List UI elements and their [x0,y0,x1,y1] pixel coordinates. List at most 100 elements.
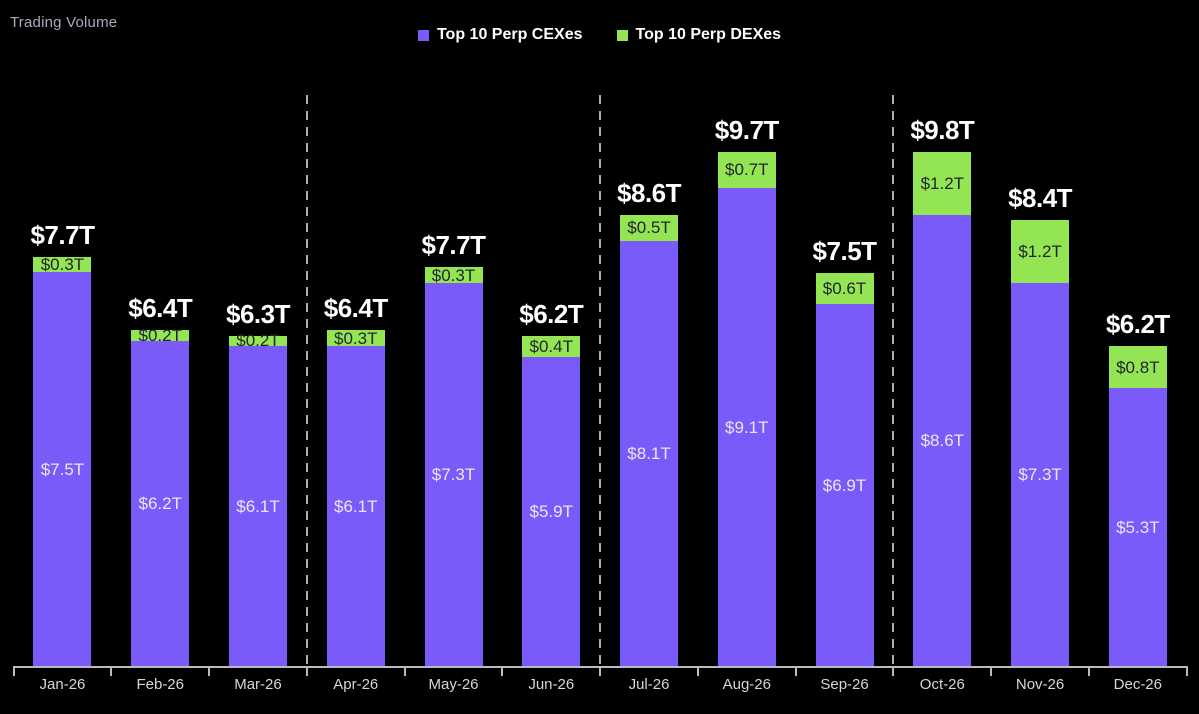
cex-value-label: $6.9T [822,476,867,496]
x-axis-label-jul-26: Jul-26 [628,676,670,693]
cex-value-label: $7.3T [431,465,476,485]
total-label-aug-26: $9.7T [714,114,780,145]
cex-segment-sep-26[interactable]: $6.9T [815,304,874,667]
cex-swatch-icon [417,29,429,41]
dex-value-label: $1.2T [920,173,965,193]
x-axis-tick [208,666,211,676]
x-axis-label-dec-26: Dec-26 [1113,676,1162,693]
total-label-oct-26: $9.8T [910,114,975,145]
x-axis-label-mar-26: Mar-26 [234,676,282,693]
x-axis-tick [892,666,895,676]
bar-group-aug-26: $0.7T $9.1T [717,151,776,667]
dex-segment-apr-26[interactable]: $0.3T [326,328,385,348]
bar-group-oct-26: $1.2T $8.6T [913,151,972,667]
dex-value-label: $0.3T [40,255,85,275]
total-label-apr-26: $6.4T [323,293,389,324]
cex-value-label: $5.3T [1116,518,1160,538]
bar-group-jan-26: $0.3T $7.5T [33,255,92,667]
cex-segment-jan-26[interactable]: $7.5T [33,272,92,667]
cex-segment-dec-26[interactable]: $5.3T [1108,388,1167,667]
dex-value-label: $0.2T [236,331,280,351]
dex-value-label: $0.3T [334,328,378,348]
dex-value-label: $0.8T [1116,357,1160,377]
x-axis-label-jun-26: Jun-26 [528,676,575,693]
dex-value-label: $0.2T [138,326,182,346]
cex-segment-nov-26[interactable]: $7.3T [1011,283,1070,667]
legend-label-cex: Top 10 Perp CEXes [436,26,583,43]
x-axis-tick [1185,666,1188,676]
dex-segment-may-26[interactable]: $0.3T [424,265,483,285]
dex-value-label: $0.7T [725,160,769,180]
legend-item-cex[interactable]: Top 10 Perp CEXes [417,26,583,44]
cex-segment-jul-26[interactable]: $8.1T [620,240,679,667]
cex-value-label: $5.9T [529,502,573,522]
cex-segment-oct-26[interactable]: $8.6T [913,214,972,667]
cex-value-label: $8.6T [920,431,965,451]
dex-value-label: $0.5T [627,218,671,238]
dex-segment-sep-26[interactable]: $0.6T [815,272,874,305]
legend: Top 10 Perp CEXes Top 10 Perp DEXes [0,26,1199,44]
bar-group-apr-26: $0.3T $6.1T [326,328,385,667]
total-label-dec-26: $6.2T [1105,309,1171,340]
cex-segment-mar-26[interactable]: $6.1T [229,346,287,667]
bar-group-sep-26: $0.6T $6.9T [815,272,874,668]
x-axis-tick [110,666,113,676]
x-axis-label-apr-26: Apr-26 [333,676,379,693]
dex-segment-oct-26[interactable]: $1.2T [913,151,972,215]
total-label-nov-26: $8.4T [1008,182,1073,213]
x-axis-tick [1087,666,1090,676]
total-label-jul-26: $8.6T [617,177,682,208]
x-axis-label-nov-26: Nov-26 [1015,676,1065,693]
dex-segment-dec-26[interactable]: $0.8T [1108,346,1167,389]
dex-value-label: $0.6T [822,278,867,298]
cex-segment-jun-26[interactable]: $5.9T [522,356,581,667]
total-label-mar-26: $6.3T [226,298,291,329]
dex-swatch-icon [616,29,628,41]
bar-group-dec-26: $0.8T $5.3T [1108,346,1167,667]
x-axis-label-may-26: May-26 [428,676,479,693]
total-label-may-26: $7.7T [421,230,487,261]
legend-label-dex: Top 10 Perp DEXes [635,26,782,43]
x-axis-label-sep-26: Sep-26 [820,676,869,693]
dex-value-label: $0.4T [529,336,573,356]
total-label-sep-26: $7.5T [812,235,878,266]
cex-value-label: $7.5T [40,460,85,480]
x-axis-tick [501,666,504,676]
chart-title: Trading Volume [10,14,118,31]
cex-segment-apr-26[interactable]: $6.1T [326,346,385,667]
bar-group-nov-26: $1.2T $7.3T [1011,219,1070,667]
total-label-jan-26: $7.7T [30,219,95,250]
cex-segment-feb-26[interactable]: $6.2T [131,340,190,667]
cex-value-label: $8.1T [627,444,671,464]
dex-value-label: $0.3T [431,265,476,285]
dex-segment-jul-26[interactable]: $0.5T [620,214,679,241]
cex-value-label: $7.3T [1018,465,1062,485]
cex-value-label: $6.1T [334,497,378,517]
quarter-divider-line [305,95,308,667]
bar-group-feb-26: $0.2T $6.2T [131,326,190,667]
cex-value-label: $6.2T [138,494,182,514]
dex-segment-feb-26[interactable]: $0.2T [131,326,190,346]
cex-segment-may-26[interactable]: $7.3T [424,283,483,667]
x-axis-tick [794,666,797,676]
x-axis-label-jan-26: Jan-26 [39,676,86,693]
x-axis-tick [990,666,993,676]
x-axis-tick [696,666,699,676]
cex-value-label: $9.1T [725,418,769,438]
dex-segment-aug-26[interactable]: $0.7T [717,151,776,189]
x-axis-label-feb-26: Feb-26 [136,676,184,693]
cex-segment-aug-26[interactable]: $9.1T [717,188,776,667]
dex-segment-mar-26[interactable]: $0.2T [229,332,287,349]
dex-segment-nov-26[interactable]: $1.2T [1011,219,1070,283]
bar-group-may-26: $0.3T $7.3T [424,265,483,667]
x-axis-tick [403,666,406,676]
dex-segment-jan-26[interactable]: $0.3T [33,255,92,275]
bar-group-mar-26: $0.2T $6.1T [229,332,287,667]
total-label-feb-26: $6.4T [128,293,193,324]
x-axis-tick [305,666,308,676]
bar-group-jun-26: $0.4T $5.9T [522,335,581,667]
bar-group-jul-26: $0.5T $8.1T [620,214,679,667]
dex-segment-jun-26[interactable]: $0.4T [522,335,581,357]
legend-item-dex[interactable]: Top 10 Perp DEXes [616,26,782,44]
